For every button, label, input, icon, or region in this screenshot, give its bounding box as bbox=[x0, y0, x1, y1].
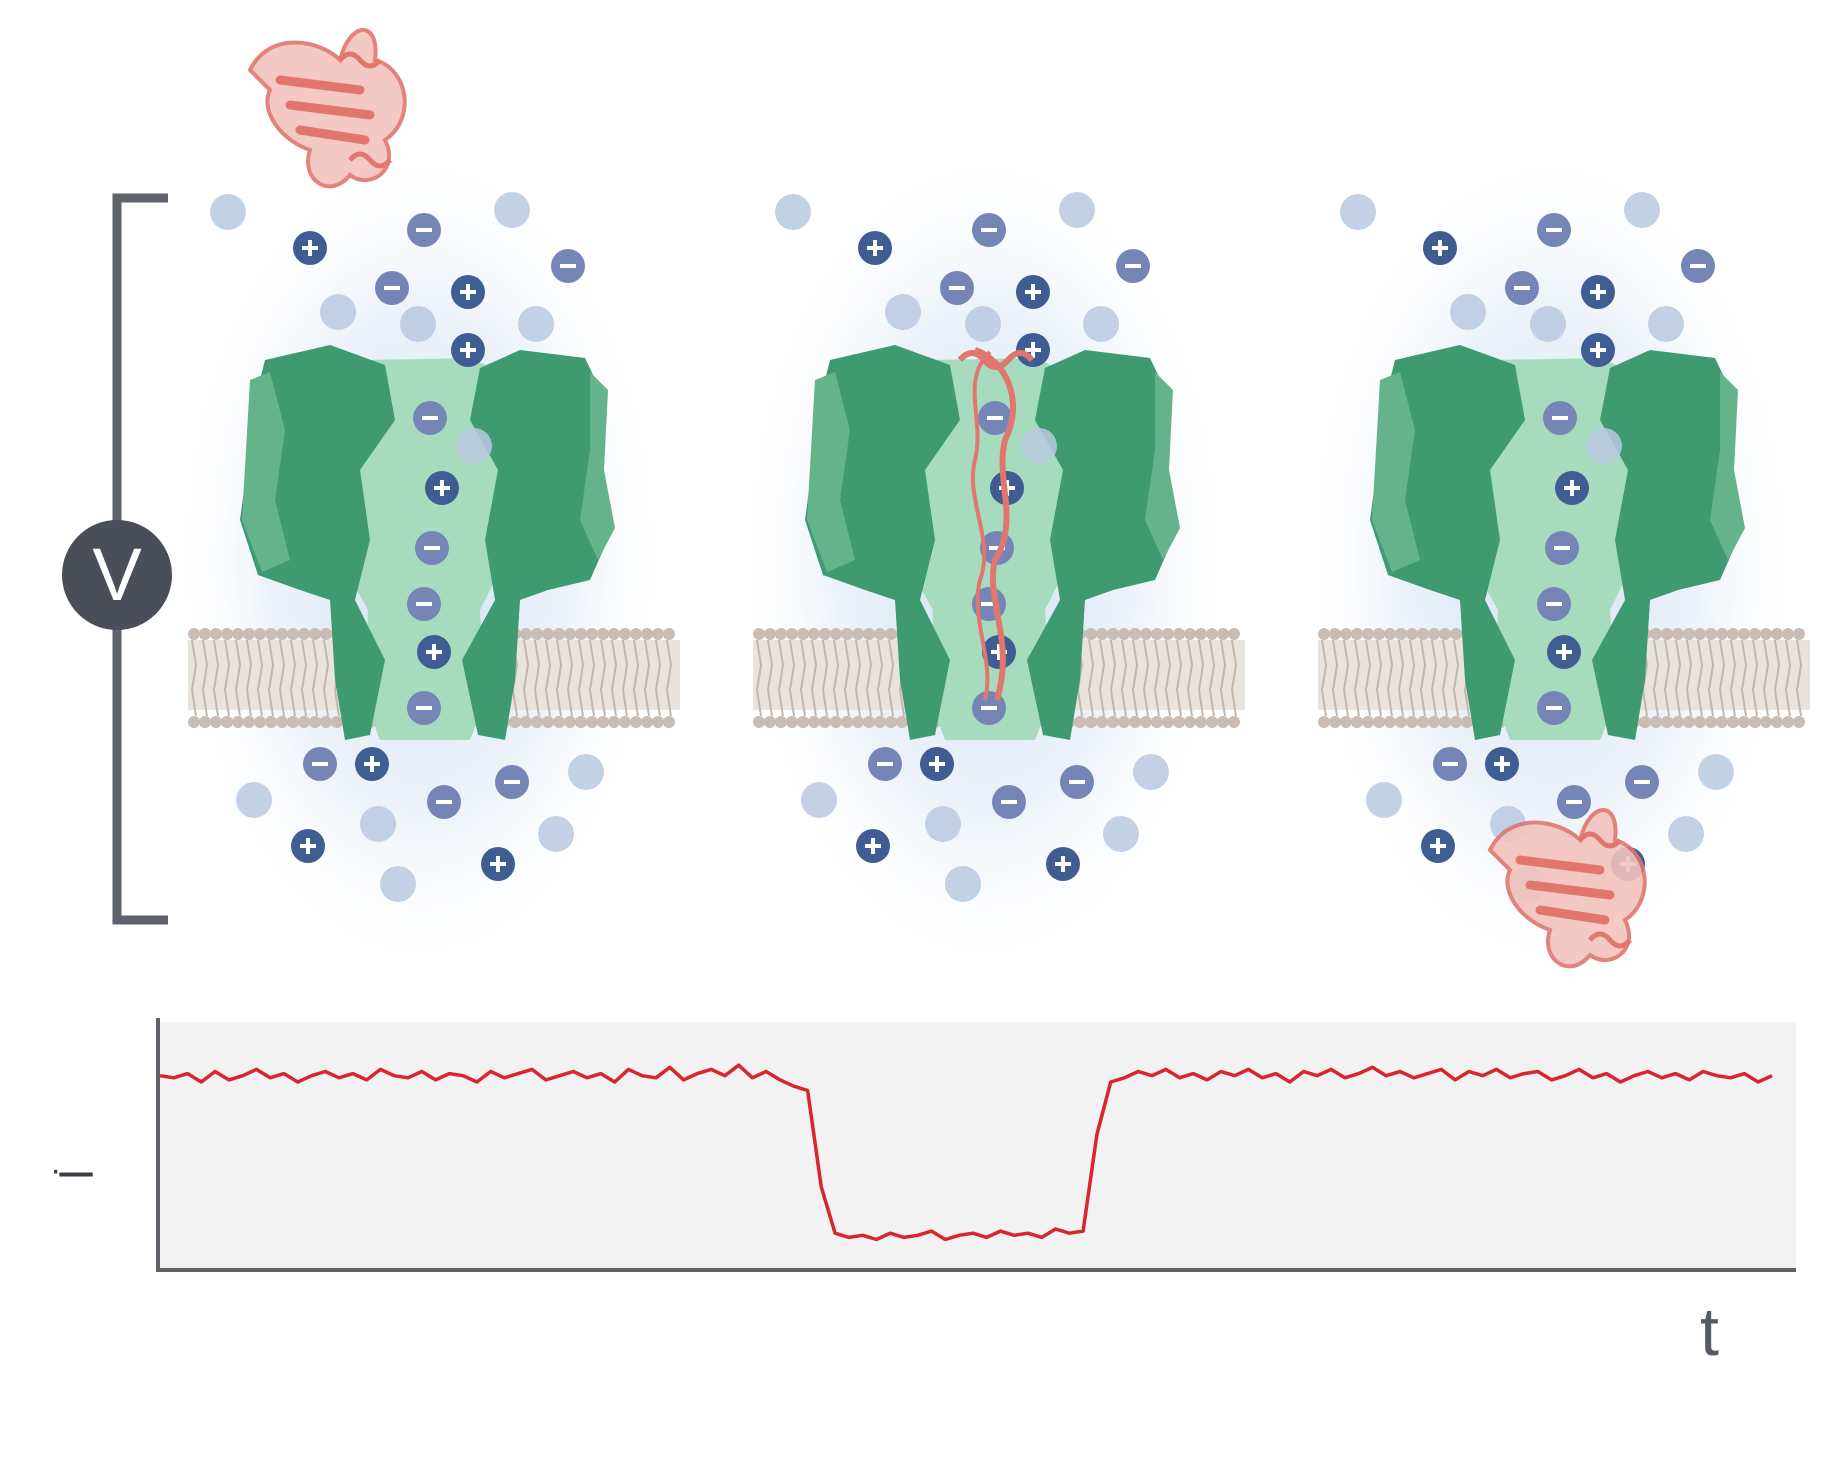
current-axis-label: ·–I bbox=[50, 1140, 93, 1200]
cation-icon bbox=[291, 829, 325, 863]
neutral-ion bbox=[538, 816, 574, 852]
anion-icon bbox=[1543, 401, 1577, 435]
cation-icon bbox=[858, 231, 892, 265]
cation-icon bbox=[1581, 333, 1615, 367]
anion-icon bbox=[551, 249, 585, 283]
anion-icon bbox=[1557, 785, 1591, 819]
anion-icon bbox=[1505, 271, 1539, 305]
anion-icon bbox=[1537, 691, 1571, 725]
folded-protein bbox=[957, 347, 1035, 701]
anion-icon bbox=[1681, 249, 1715, 283]
neutral-ion bbox=[236, 782, 272, 818]
neutral-ion bbox=[1648, 306, 1684, 342]
anion-icon bbox=[1116, 249, 1150, 283]
neutral-ion bbox=[1103, 816, 1139, 852]
neutral-ion bbox=[1586, 428, 1622, 464]
cation-icon bbox=[451, 275, 485, 309]
anion-icon bbox=[1625, 765, 1659, 799]
current-trace-plot bbox=[156, 1018, 1796, 1272]
stage-exit bbox=[1300, 140, 1810, 980]
ions bbox=[210, 192, 604, 902]
cation-icon bbox=[1046, 847, 1080, 881]
folded-protein bbox=[1487, 808, 1647, 969]
cation-icon bbox=[1423, 231, 1457, 265]
current-axis-bar: – bbox=[59, 1136, 92, 1203]
neutral-ion bbox=[1133, 754, 1169, 790]
stage-approach bbox=[170, 28, 680, 980]
anion-icon bbox=[940, 271, 974, 305]
cation-icon bbox=[417, 635, 451, 669]
neutral-ion bbox=[1366, 782, 1402, 818]
cation-icon bbox=[1016, 275, 1050, 309]
anion-icon bbox=[427, 785, 461, 819]
neutral-ion bbox=[1530, 306, 1566, 342]
anion-icon bbox=[407, 213, 441, 247]
neutral-ion bbox=[1340, 194, 1376, 230]
anion-icon bbox=[1537, 587, 1571, 621]
neutral-ion bbox=[1021, 428, 1057, 464]
anion-icon bbox=[495, 765, 529, 799]
neutral-ion bbox=[320, 294, 356, 330]
neutral-ion bbox=[1083, 306, 1119, 342]
anion-icon bbox=[978, 401, 1012, 435]
ions bbox=[1340, 192, 1734, 902]
cation-icon bbox=[1016, 333, 1050, 367]
cation-icon bbox=[355, 747, 389, 781]
current-axis-dot: · bbox=[50, 1151, 61, 1190]
cation-icon bbox=[920, 747, 954, 781]
cation-icon bbox=[1421, 829, 1455, 863]
anion-icon bbox=[972, 213, 1006, 247]
neutral-ion bbox=[945, 866, 981, 902]
neutral-ion bbox=[400, 306, 436, 342]
voltage-label: V bbox=[62, 520, 172, 630]
cation-icon bbox=[1581, 275, 1615, 309]
neutral-ion bbox=[1059, 192, 1095, 228]
neutral-ion bbox=[380, 866, 416, 902]
cation-icon bbox=[1485, 747, 1519, 781]
folded-protein bbox=[247, 28, 407, 189]
anion-icon bbox=[992, 785, 1026, 819]
neutral-ion bbox=[1698, 754, 1734, 790]
anion-icon bbox=[415, 531, 449, 565]
neutral-ion bbox=[775, 194, 811, 230]
anion-icon bbox=[303, 747, 337, 781]
cation-icon bbox=[1555, 471, 1589, 505]
cation-icon bbox=[1547, 635, 1581, 669]
cation-icon bbox=[451, 333, 485, 367]
anion-icon bbox=[413, 401, 447, 435]
anion-icon bbox=[407, 587, 441, 621]
time-axis-label: t bbox=[1700, 1294, 1719, 1370]
anion-icon bbox=[1537, 213, 1571, 247]
neutral-ion bbox=[925, 806, 961, 842]
neutral-ion bbox=[456, 428, 492, 464]
anion-icon bbox=[1433, 747, 1467, 781]
neutral-ion bbox=[1450, 294, 1486, 330]
cation-icon bbox=[481, 847, 515, 881]
cation-icon bbox=[293, 231, 327, 265]
neutral-ion bbox=[1624, 192, 1660, 228]
lipid-membrane bbox=[753, 628, 1245, 728]
neutral-ion bbox=[801, 782, 837, 818]
neutral-ion bbox=[494, 192, 530, 228]
anion-icon bbox=[375, 271, 409, 305]
neutral-ion bbox=[210, 194, 246, 230]
cation-icon bbox=[856, 829, 890, 863]
neutral-ion bbox=[1668, 816, 1704, 852]
neutral-ion bbox=[568, 754, 604, 790]
neutral-ion bbox=[360, 806, 396, 842]
anion-icon bbox=[1545, 531, 1579, 565]
current-trace-line bbox=[159, 1063, 1773, 1242]
anion-icon bbox=[1060, 765, 1094, 799]
cation-icon bbox=[425, 471, 459, 505]
plot-background bbox=[158, 1022, 1796, 1270]
anion-icon bbox=[407, 691, 441, 725]
neutral-ion bbox=[885, 294, 921, 330]
neutral-ion bbox=[965, 306, 1001, 342]
neutral-ion bbox=[518, 306, 554, 342]
stage-translocation bbox=[735, 140, 1245, 980]
anion-icon bbox=[868, 747, 902, 781]
